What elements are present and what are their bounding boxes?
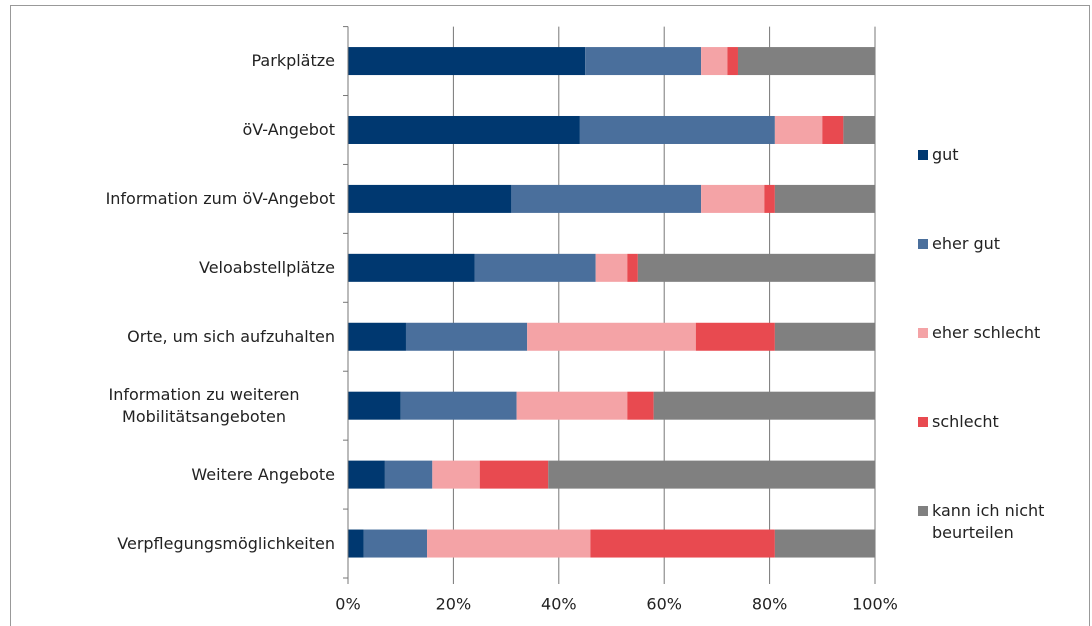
y-tick-label: Information zum öV-Angebot [15,169,335,229]
legend-swatch [918,150,928,160]
x-tick-label: 100% [852,595,898,614]
bar-segment [695,322,775,351]
bar-segment [627,253,638,282]
bar-segment [348,47,586,76]
bar-segment [737,47,875,76]
bar-segment [579,115,775,144]
bar-segment [653,391,875,420]
bar-segment [590,529,775,558]
bar-segment [627,391,654,420]
y-tick-label: Verpflegungsmöglichkeiten [15,514,335,574]
bar-segment [843,115,875,144]
chart-border [10,5,1090,626]
bar-segment [548,460,875,489]
legend-entry: kann ich nicht beurteilen [918,500,1062,544]
legend-entry: eher gut [918,233,1062,255]
y-tick-label: Orte, um sich aufzuhalten [15,307,335,367]
bar-segment [595,253,628,282]
legend-entry: gut [918,144,1062,166]
bar-segment [774,115,823,144]
y-tick-label: Parkplätze [15,31,336,91]
x-tick-label: 60% [646,595,682,614]
bar-segment [348,529,364,558]
legend-entry: schlecht [918,411,1062,433]
y-tick-label-text: Verpflegungsmöglichkeiten [117,533,335,553]
bar-segment [432,460,480,489]
y-tick-label: Veloabstellplätze [15,238,335,298]
bar-segment [511,184,702,213]
bar-segment [516,391,628,420]
bar-segment [727,47,738,76]
bar-segment [701,184,765,213]
bar-segment [363,529,428,558]
y-tick-label-text: Orte, um sich aufzuhalten [127,326,335,346]
bar-segment [701,47,728,76]
bar-segment [774,322,875,351]
y-tick-label: Weitere Angebote [15,445,335,505]
bar-segment [348,391,401,420]
legend-swatch [918,417,928,427]
bar-segment [348,460,385,489]
y-tick-label-text: Information zum öV-Angebot [105,188,335,208]
legend-label: eher schlecht [932,323,1041,342]
y-tick-label-text: Weitere Angebote [191,464,335,484]
bar-segment [348,322,406,351]
bar-segment [479,460,549,489]
bar-segment [527,322,696,351]
bar-segment [405,322,528,351]
legend-swatch [918,239,928,249]
x-tick-label: 80% [752,595,788,614]
x-tick-label: 20% [436,595,472,614]
bar-segment [637,253,875,282]
bar-segment [822,115,844,144]
bar-segment [348,115,580,144]
y-tick-label: Information zu weiteren Mobilitätsangebo… [15,376,335,436]
bar-segment [427,529,591,558]
y-tick-label-text: Veloabstellplätze [198,257,335,277]
bar-segment [474,253,596,282]
bar-segment [585,47,702,76]
y-tick-label: öV-Angebot [15,100,335,160]
y-tick-label-text: Information zu weiteren Mobilitätsangebo… [108,384,300,426]
y-tick-label-text: öV-Angebot [242,119,335,139]
bar-segment [348,253,475,282]
bar-segment [348,184,512,213]
legend-swatch [918,328,928,338]
bar-segment [774,184,875,213]
x-tick-label: 40% [541,595,577,614]
bar-segment [774,529,875,558]
legend-label: kann ich nicht beurteilen [932,501,1045,542]
legend-label: eher gut [932,234,1001,253]
bar-segment [764,184,775,213]
y-tick-label-text: Parkplätze [251,51,336,71]
legend-label: gut [932,145,959,164]
x-tick-label: 0% [335,595,360,614]
bar-segment [384,460,433,489]
bar-segment [400,391,517,420]
legend-swatch [918,506,928,516]
legend-label: schlecht [932,412,999,431]
legend-entry: eher schlecht [918,322,1062,344]
